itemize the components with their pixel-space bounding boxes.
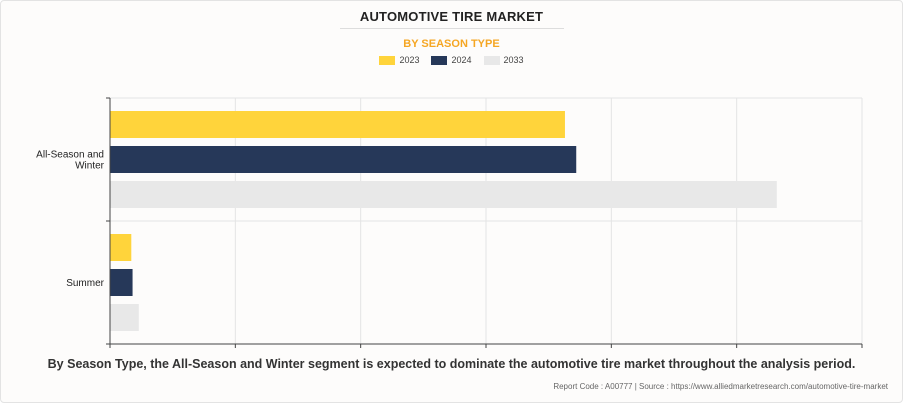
legend-swatch-2023: [379, 55, 396, 65]
legend-label-2024: 2024: [451, 55, 472, 65]
legend-swatch-2033: [483, 55, 500, 65]
legend-item-2023: 2023: [379, 55, 419, 65]
legend-label-2033: 2033: [503, 55, 524, 65]
chart-subtitle: BY SEASON TYPE: [403, 38, 500, 50]
bar-2023: [110, 234, 132, 261]
bar-2033: [110, 181, 777, 208]
legend-swatch-2024: [431, 55, 448, 65]
legend-item-2024: 2024: [431, 55, 472, 65]
bar-2024: [110, 146, 577, 173]
chart-legend: 2023 2024 2033: [0, 55, 903, 65]
legend-label-2023: 2023: [399, 55, 420, 65]
chart-title: AUTOMOTIVE TIRE MARKET: [359, 9, 544, 24]
legend-item-2033: 2033: [483, 55, 524, 65]
bar-2024: [110, 269, 133, 296]
bar-2023: [110, 111, 565, 138]
source-line: Report Code : A00777 | Source : https://…: [553, 382, 888, 391]
y-axis-label: Summer: [66, 278, 104, 289]
chart-footnote: By Season Type, the All-Season and Winte…: [47, 357, 856, 371]
title-divider: [340, 28, 564, 29]
y-axis-label: All-Season and Winter: [36, 150, 104, 172]
bar-2033: [110, 304, 139, 331]
